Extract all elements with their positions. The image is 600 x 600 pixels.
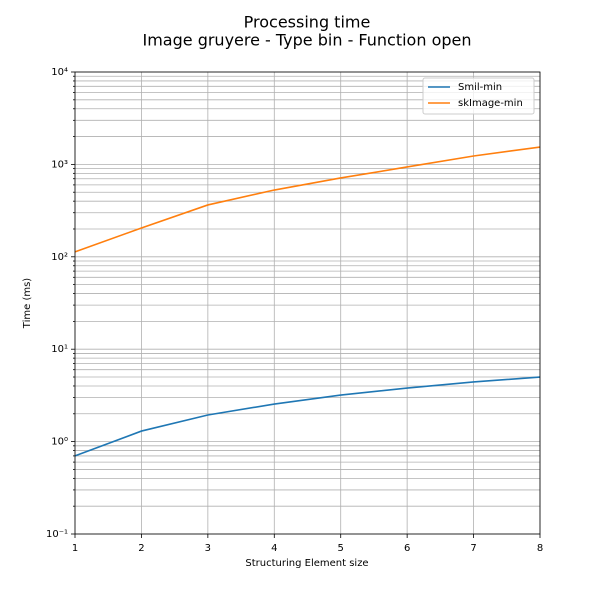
x-axis-label: Structuring Element size	[245, 558, 368, 569]
y-tick-label: 10⁻¹	[46, 529, 68, 540]
x-tick-label: 2	[138, 543, 144, 554]
y-tick-label: 10²	[51, 252, 68, 263]
series-line	[74, 376, 541, 457]
chart-title: Processing time	[244, 13, 371, 32]
y-axis-label: Time (ms)	[22, 278, 33, 330]
x-tick-label: 1	[72, 543, 78, 554]
plot-frame	[74, 71, 541, 535]
legend-label: skImage-min	[458, 98, 523, 109]
y-tick-label: 10¹	[51, 344, 68, 355]
x-tick-label: 6	[404, 543, 410, 554]
y-tick-label: 10⁴	[51, 67, 68, 78]
x-tick-label: 5	[338, 543, 344, 554]
series-line	[74, 146, 541, 253]
x-tick-label: 7	[470, 543, 476, 554]
legend-label: Smil-min	[458, 82, 502, 93]
chart-subtitle: Image gruyere - Type bin - Function open	[143, 31, 472, 50]
y-tick-label: 10³	[51, 159, 68, 170]
legend: Smil-min skImage-min	[422, 77, 535, 115]
x-tick-label: 3	[205, 543, 211, 554]
legend-box	[422, 77, 535, 115]
x-tick-label: 8	[537, 543, 543, 554]
x-tick-label: 4	[271, 543, 277, 554]
y-tick-label: 10⁰	[51, 437, 68, 448]
